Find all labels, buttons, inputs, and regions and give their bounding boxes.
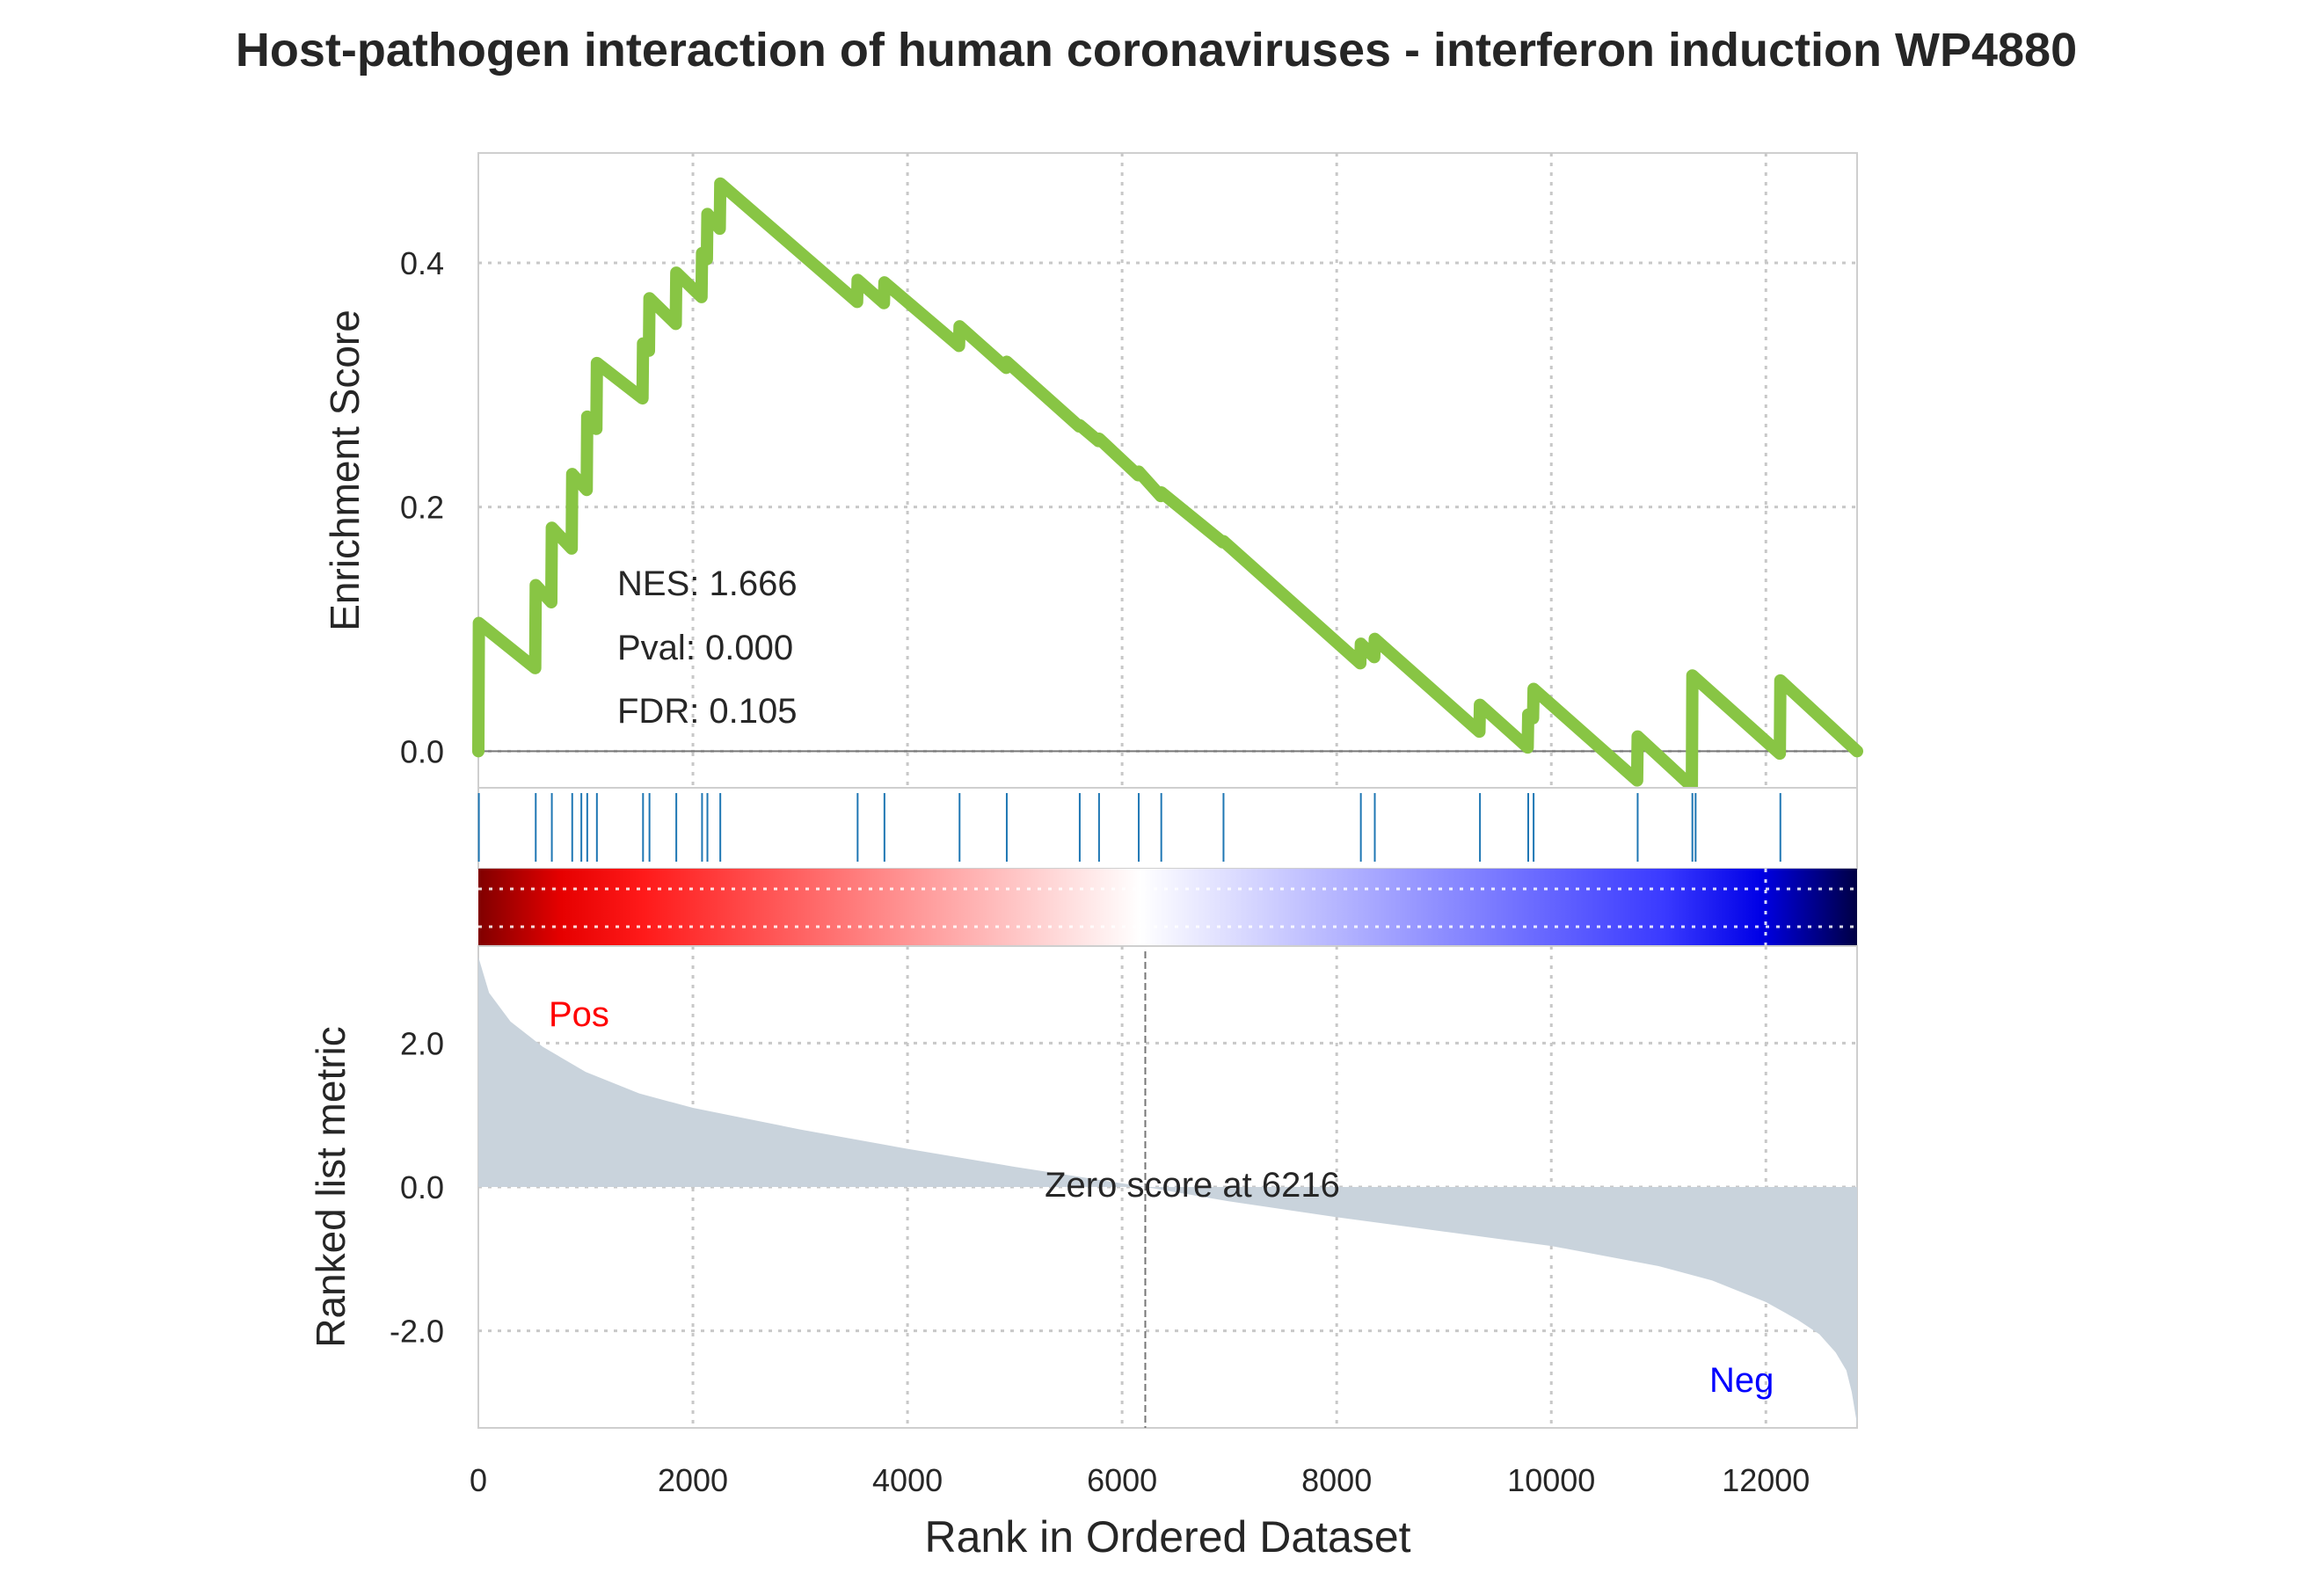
pos-label: Pos	[549, 995, 609, 1034]
xtick-4: 8000	[1301, 1462, 1372, 1498]
rank-colorbar-panel	[478, 869, 1857, 946]
enrichment-score-line	[472, 177, 1863, 793]
x-tick-labels: 0 2000 4000 6000 8000 10000 12000	[470, 1462, 1810, 1498]
es-y-tick-labels: 0.0 0.2 0.4	[400, 245, 444, 769]
rank-colorbar	[478, 869, 1857, 946]
xtick-0: 0	[470, 1462, 487, 1498]
xtick-2: 4000	[872, 1462, 943, 1498]
hit-lines	[477, 793, 1781, 862]
stat-pval: Pval: 0.000	[617, 629, 793, 667]
es-y-axis-label: Enrichment Score	[322, 309, 368, 631]
x-axis-label: Rank in Ordered Dataset	[924, 1512, 1410, 1562]
xtick-3: 6000	[1087, 1462, 1157, 1498]
metric-y-axis-label: Ranked list metric	[308, 1026, 353, 1348]
gene-hits-panel	[477, 787, 1858, 870]
xtick-6: 12000	[1722, 1462, 1810, 1498]
neg-label: Neg	[1709, 1361, 1774, 1400]
metric-y-tick-labels: 2.0 0.0 -2.0	[390, 1025, 444, 1349]
zero-score-label: Zero score at 6216	[1045, 1166, 1340, 1205]
metric-ytick-2: -2.0	[390, 1314, 444, 1350]
es-ytick-2: 0.4	[400, 245, 444, 281]
es-ytick-1: 0.2	[400, 490, 444, 526]
ranked-metric-area	[478, 957, 1857, 1424]
stat-nes: NES: 1.666	[617, 564, 798, 603]
metric-ytick-0: 2.0	[400, 1025, 444, 1061]
es-ytick-0: 0.0	[400, 733, 444, 769]
stat-fdr: FDR: 0.105	[617, 692, 798, 731]
enrichment-score-panel: 0.0 0.2 0.4 Enrichment Score NES: 1.666 …	[322, 152, 1863, 793]
hits-panel-frame	[477, 787, 1858, 870]
ranked-metric-panel: Zero score at 6216 Pos Neg 2.0 0.0 -2.0 …	[308, 945, 1858, 1562]
xtick-5: 10000	[1507, 1462, 1595, 1498]
metric-ytick-1: 0.0	[400, 1169, 444, 1205]
xtick-1: 2000	[658, 1462, 728, 1498]
figure-title: Host-pathogen interaction of human coron…	[236, 24, 2077, 76]
